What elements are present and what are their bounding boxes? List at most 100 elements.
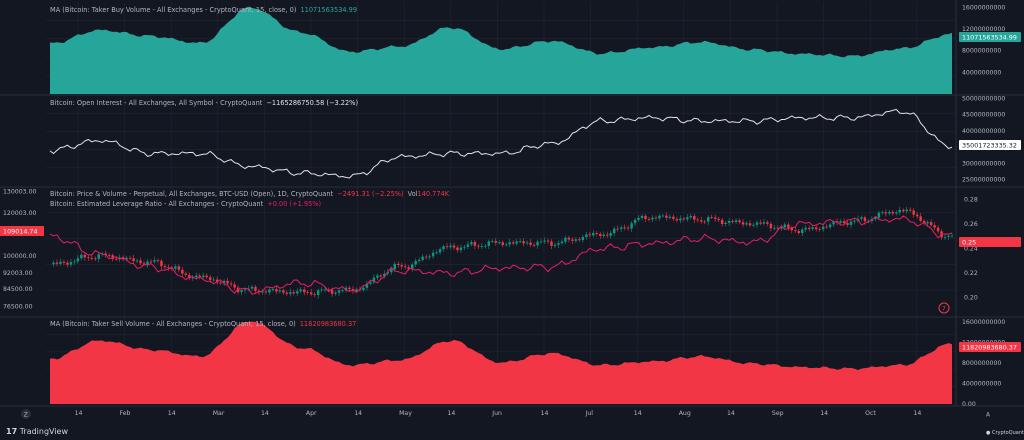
- price-candle: [787, 224, 790, 228]
- price-candle: [177, 266, 181, 270]
- price-candle: [313, 294, 316, 296]
- price-candle: [386, 272, 390, 274]
- price-candle: [860, 217, 863, 219]
- price-candle: [268, 289, 271, 293]
- price-candle: [236, 287, 240, 293]
- price-candle: [801, 229, 804, 234]
- price-candle: [355, 289, 358, 292]
- price-candle: [877, 212, 881, 218]
- price-candle: [759, 222, 762, 224]
- price-candle: [73, 261, 76, 263]
- price-candle: [484, 245, 487, 247]
- price-candle: [581, 236, 585, 241]
- price-candle: [52, 262, 55, 265]
- x-axis-tick-label: 14: [447, 410, 455, 417]
- price-candle: [320, 289, 323, 291]
- tradingview-logo[interactable]: 17 TradingView: [6, 427, 69, 436]
- price-candle: [612, 228, 616, 234]
- price-candle: [682, 218, 686, 220]
- price-candle: [125, 257, 128, 260]
- price-candle: [821, 226, 825, 230]
- x-axis-tick-label: 14: [354, 410, 362, 417]
- buy-volume-legend: MA (Bitcoin: Taker Buy Volume - All Exch…: [50, 6, 357, 14]
- price-candle: [289, 292, 292, 294]
- x-axis-tick-label: 14: [634, 410, 642, 417]
- price-candle: [553, 244, 557, 246]
- price-candle: [494, 240, 497, 243]
- open-interest-y-tick: 45000000000: [962, 112, 1005, 119]
- price-candle: [734, 220, 738, 223]
- leverage-ratio-line: [49, 215, 953, 295]
- leverage-y-tick: 0.24: [964, 245, 978, 252]
- price-y-tick: 92003.00: [3, 270, 33, 277]
- price-candle: [762, 222, 766, 224]
- price-candle: [372, 277, 376, 283]
- open-interest-tag-bg: [959, 140, 1021, 150]
- sell-volume-title: MA (Bitcoin: Taker Sell Volume - All Exc…: [50, 320, 296, 328]
- price-candle: [285, 292, 289, 294]
- price-candle: [675, 218, 679, 221]
- price-candle: [755, 222, 759, 225]
- price-candle: [271, 289, 275, 290]
- price-candle: [898, 209, 901, 213]
- price-candle: [522, 241, 525, 244]
- price-candle: [202, 275, 205, 278]
- price-candle: [686, 217, 689, 220]
- price-candle: [250, 286, 254, 289]
- price-candle: [466, 244, 470, 247]
- price-candle: [170, 268, 174, 269]
- price-candle: [640, 215, 644, 218]
- open-interest-y-tick: 25000000000: [962, 177, 1005, 184]
- price-candle: [421, 256, 424, 260]
- leverage-tag-bg: [959, 237, 1021, 247]
- price-candle: [794, 230, 797, 232]
- price-candle: [637, 217, 640, 220]
- price-candle: [229, 283, 233, 285]
- price-candle: [114, 258, 118, 260]
- price-candle: [153, 260, 156, 262]
- price-candle: [748, 223, 752, 226]
- price-candle: [87, 257, 90, 259]
- price-candle: [905, 209, 908, 212]
- price-candle: [344, 287, 348, 291]
- price-candle: [550, 241, 553, 246]
- x-axis-tick-label: Apr: [306, 410, 317, 417]
- price-candle: [943, 236, 947, 238]
- price-candle: [915, 214, 919, 217]
- price-candle: [626, 227, 630, 229]
- price-candle: [623, 227, 626, 229]
- price-candle: [888, 211, 891, 214]
- x-axis-tick-label: 14: [913, 410, 921, 417]
- price-candle: [710, 217, 713, 218]
- price-candle: [80, 254, 83, 259]
- price-candle: [299, 289, 302, 292]
- buy-volume-area: [50, 6, 952, 95]
- price-candle: [487, 241, 491, 246]
- price-candle: [717, 218, 720, 220]
- price-candle: [936, 227, 940, 232]
- price-candle: [741, 222, 745, 225]
- price-candle: [564, 237, 567, 242]
- price-candle: [393, 263, 396, 270]
- price-candle: [546, 240, 550, 242]
- price-candle: [508, 242, 511, 245]
- price-candle: [842, 221, 846, 223]
- price-candle: [278, 290, 282, 292]
- price-candle: [853, 220, 856, 222]
- price-candle: [849, 221, 853, 225]
- price-candle: [397, 263, 400, 266]
- price-candle: [647, 219, 651, 220]
- price-candle: [790, 227, 794, 231]
- price-candle: [679, 218, 682, 221]
- price-candle: [121, 257, 125, 260]
- price-candle: [414, 260, 417, 265]
- price-candle: [567, 237, 571, 240]
- price-candle: [348, 287, 351, 290]
- buy-volume-value: 11071563534.99: [300, 6, 358, 14]
- price-candle: [341, 290, 344, 292]
- price-candle: [672, 216, 675, 219]
- price-candle: [431, 252, 435, 257]
- price-candle: [518, 241, 522, 242]
